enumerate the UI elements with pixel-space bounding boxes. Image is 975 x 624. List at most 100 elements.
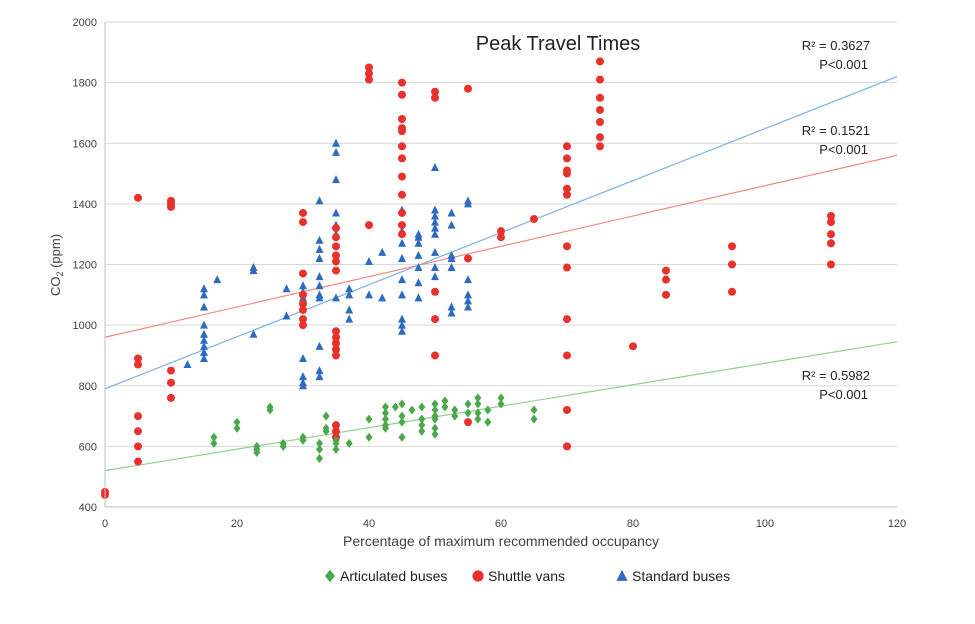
trendline [104,154,898,338]
data-point-circle [332,251,340,260]
data-point-triangle [200,290,208,299]
chart-title: Peak Travel Times [476,33,641,55]
data-point-triangle [200,302,208,311]
data-point-circle [596,142,604,151]
data-point-triangle [299,372,307,381]
data-point-circle [827,239,835,248]
data-point-circle [299,218,307,227]
data-point-triangle [398,290,406,299]
data-point-circle [827,218,835,227]
data-point-diamond [382,414,389,424]
data-point-circle [332,345,340,354]
r-squared-label: R² = 0.3627 [802,38,870,53]
data-point-circle [365,69,373,78]
data-point-triangle [315,235,324,244]
data-point-triangle [200,347,208,356]
data-point-diamond [474,393,482,403]
data-point-triangle [315,366,324,375]
data-point-triangle [414,238,423,247]
axes: 400 600 800 1000 1200 1400 1600 1800 2000 0 20 40 60… [73,17,907,530]
data-point-diamond [345,438,353,448]
data-point-circle [134,457,142,466]
data-point-circle [827,212,835,220]
data-point-circle [497,227,505,236]
data-point-triangle [345,290,354,299]
y-axis-label: CO2 (ppm) [48,234,65,296]
data-point-triangle [431,211,439,220]
data-point-diamond [431,414,439,424]
data-point-diamond [431,429,439,439]
data-point-circle [299,305,307,314]
data-point-triangle [200,320,208,329]
data-point-circle [728,242,736,251]
data-point-triangle [431,272,439,281]
data-point-triangle [464,296,472,305]
gridlines [105,21,897,447]
y-tick-label: 600 [79,441,97,453]
data-point-triangle [414,232,423,241]
data-point-circle [563,351,571,360]
data-point-diamond [431,405,439,415]
data-point-circle [134,360,142,369]
data-point-triangle [332,138,340,147]
data-point-circle [398,208,406,217]
data-point-circle [431,287,439,296]
data-point-triangle [315,244,324,253]
data-point-triangle [431,205,439,214]
data-point-triangle [315,196,324,205]
data-point-circle [662,275,670,284]
data-point-circle [563,169,571,178]
data-point-circle [398,172,406,181]
data-point-diamond [316,438,323,448]
y-tick-label: 1200 [73,260,97,272]
data-point-circle [134,442,142,451]
data-point-circle [398,90,406,99]
data-point-circle [596,133,604,142]
y-tick-label: 2000 [73,17,97,29]
data-point-triangle [315,341,324,350]
data-point-circle [332,333,340,342]
data-point-triangle [365,256,373,265]
r-squared-label: R² = 0.5982 [802,368,870,383]
data-point-triangle [299,281,307,290]
data-point-diamond [332,438,340,448]
x-tick-label: 80 [627,518,639,530]
data-point-triangle [282,311,291,320]
y-tick-label: 400 [79,502,97,514]
data-point-triangle [431,247,439,256]
data-point-circle [431,87,439,96]
data-point-triangle [213,275,222,284]
legend-triangle-icon [616,569,628,581]
data-point-diamond [316,444,323,454]
data-point-circle [431,351,439,360]
data-point-triangle [447,263,456,272]
data-point-triangle [200,341,208,350]
data-point-circle [398,154,406,163]
data-point-circle [332,339,340,348]
data-point-circle [134,193,142,202]
p-value-label: P<0.001 [819,387,868,402]
data-point-circle [563,315,571,324]
data-point-circle [332,257,340,266]
legend-diamond-icon [325,569,335,583]
data-point-circle [365,63,373,72]
data-point-circle [596,75,604,84]
data-point-circle [596,57,604,66]
data-point-circle [464,418,472,427]
data-point-circle [596,105,604,114]
data-point-circle [299,315,307,324]
data-point-triangle [464,302,472,311]
data-point-diamond [316,454,323,463]
data-point-circle [398,115,406,123]
data-point-diamond [322,426,330,436]
data-point-circle [365,75,373,84]
x-tick-label: 60 [495,518,507,530]
data-point-triangle [249,329,258,338]
data-point-diamond [408,405,416,415]
data-point-circle [530,215,538,224]
legend-label: Shuttle vans [488,568,565,584]
data-point-triangle [464,290,472,299]
data-point-circle [332,266,340,275]
data-point-circle [299,321,307,330]
x-tick-label: 40 [363,518,375,530]
